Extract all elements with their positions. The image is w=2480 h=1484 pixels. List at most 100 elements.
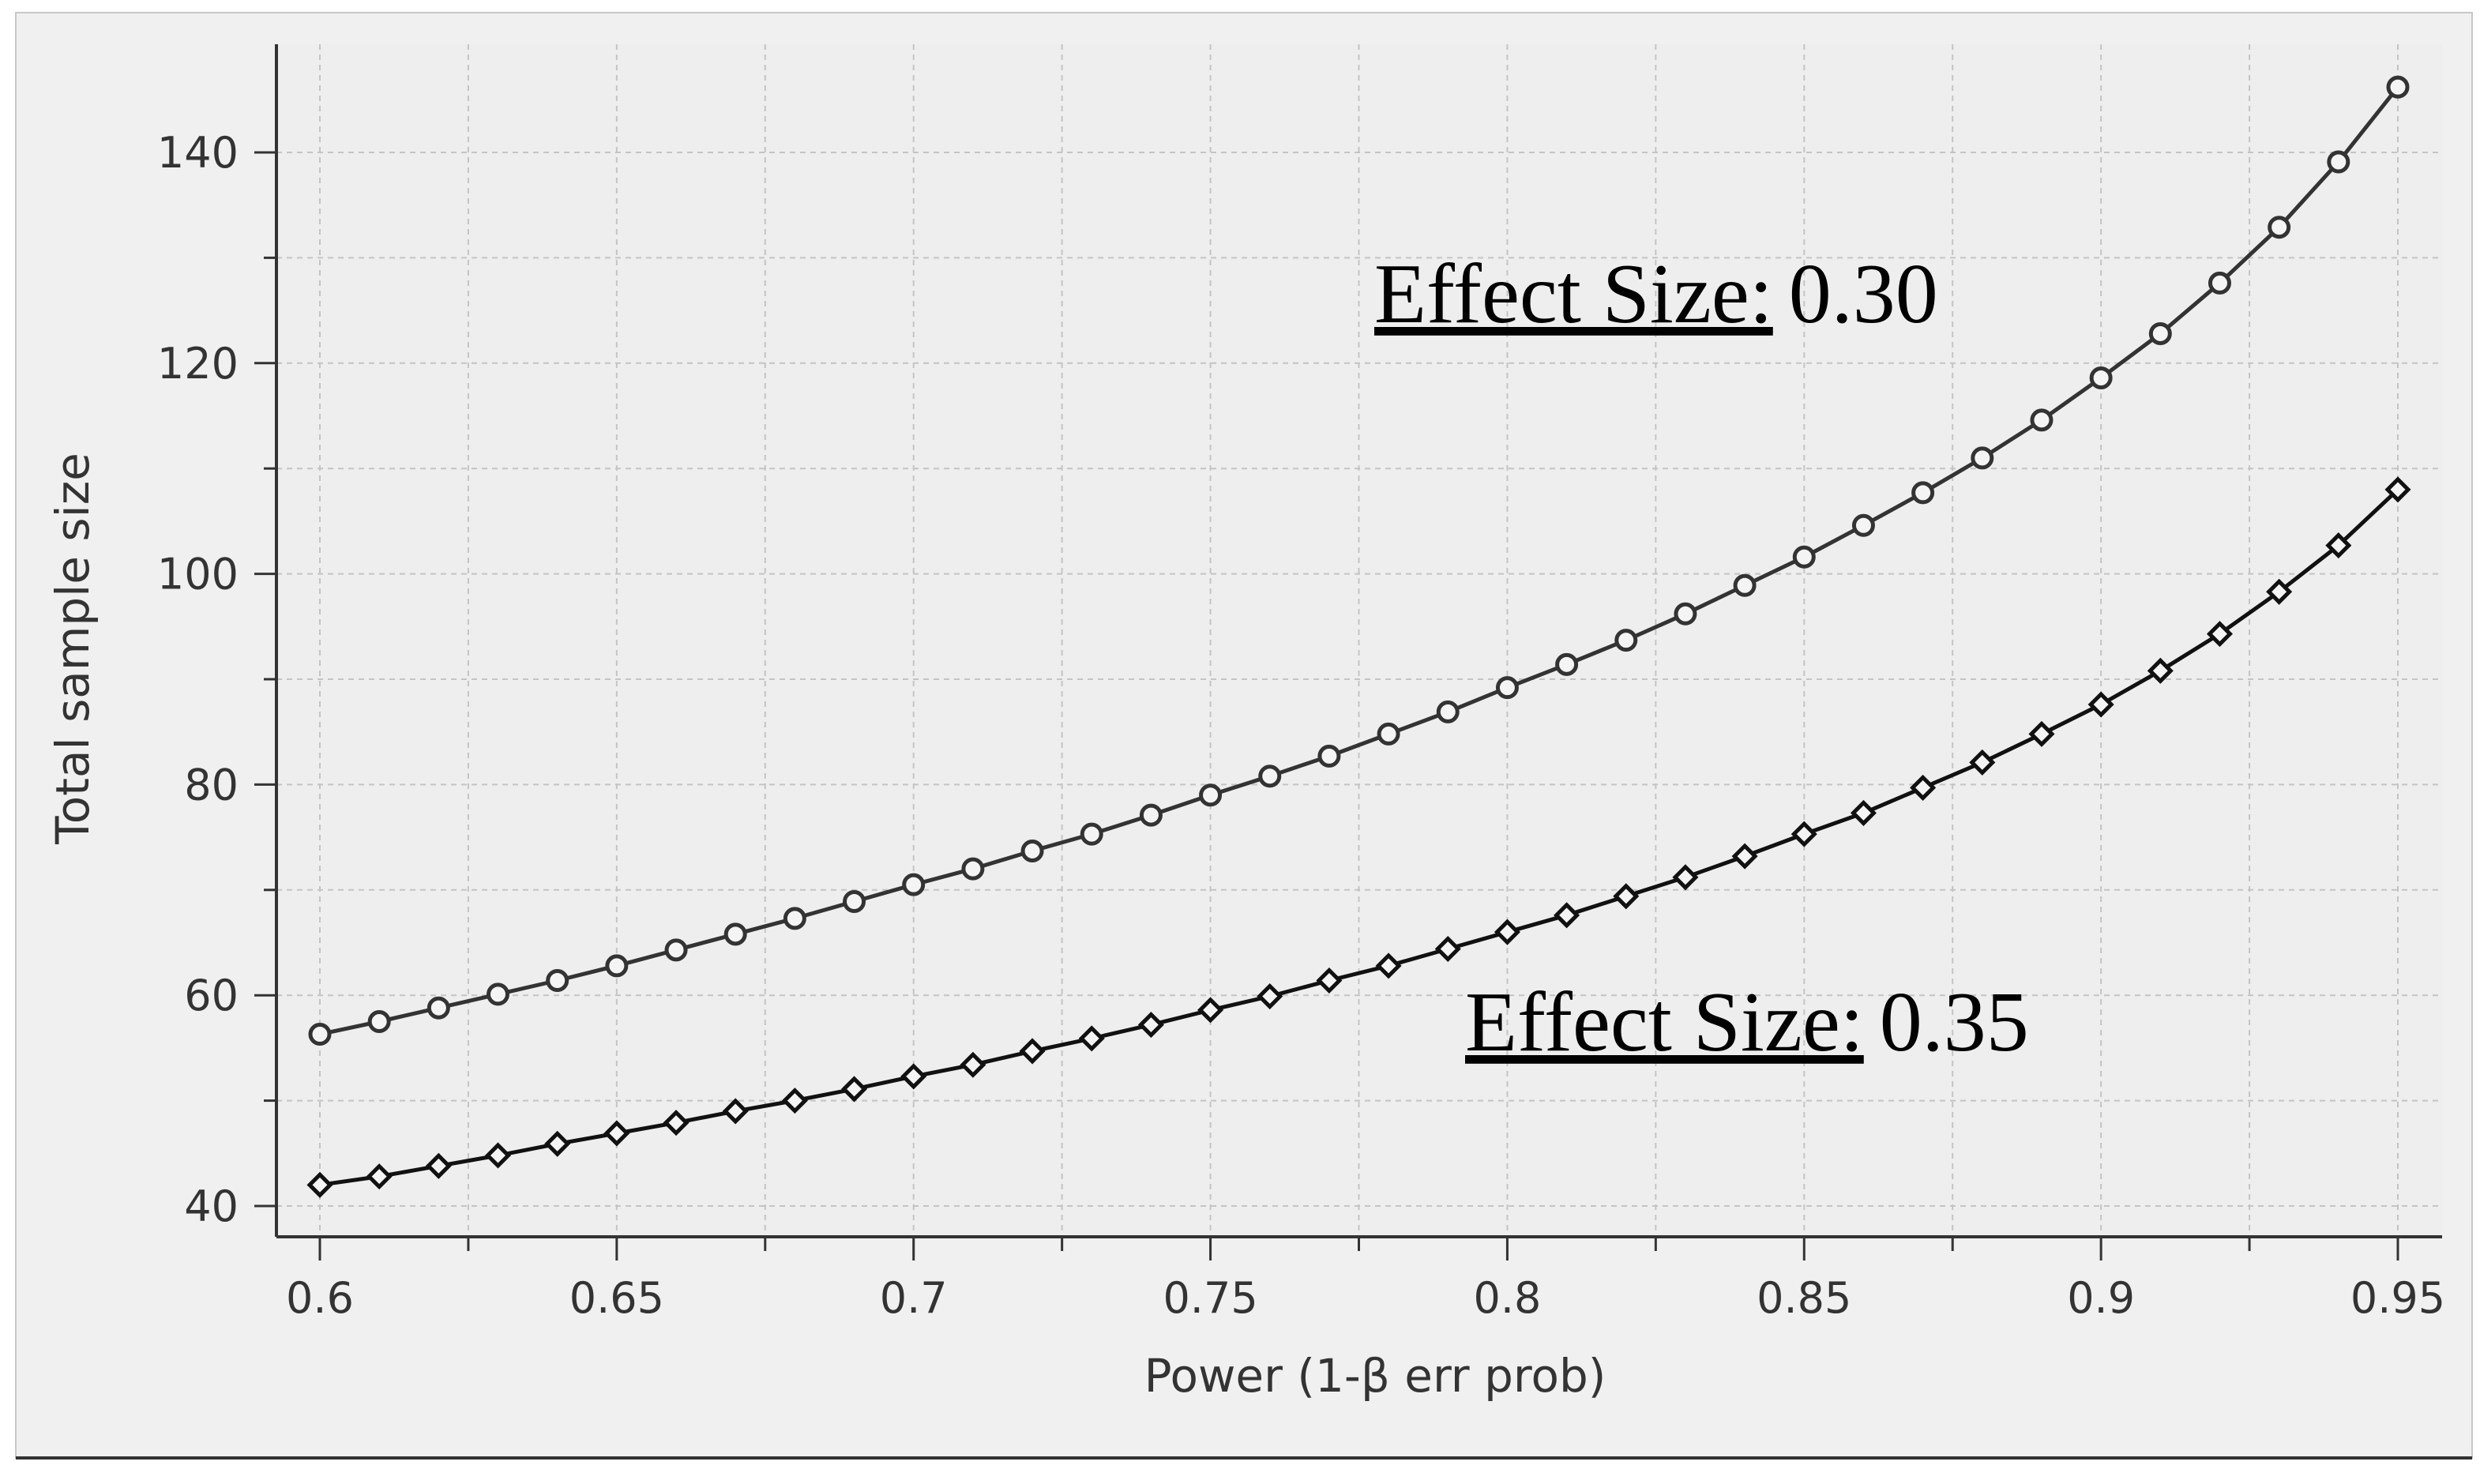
data-point bbox=[2030, 408, 2054, 432]
data-point bbox=[2268, 216, 2291, 239]
x-axis-label: Power (1-β err prob) bbox=[1144, 1349, 1606, 1403]
data-point bbox=[1019, 1038, 1046, 1065]
data-point bbox=[1434, 935, 1461, 963]
annotation-value: 0.35 bbox=[1880, 975, 2029, 1069]
data-point bbox=[2384, 476, 2411, 503]
x-tick-label: 0.85 bbox=[1757, 1273, 1851, 1323]
data-point bbox=[484, 1142, 512, 1169]
data-point bbox=[1971, 446, 1994, 470]
data-point bbox=[961, 857, 985, 881]
data-point bbox=[1436, 700, 1460, 723]
data-point bbox=[2148, 321, 2172, 345]
y-tick-label: 140 bbox=[157, 128, 239, 178]
data-point bbox=[1851, 513, 1875, 537]
annotation-effect-size-030: Effect Size: 0.30 bbox=[1374, 247, 1938, 341]
data-point bbox=[1078, 1025, 1105, 1052]
data-point bbox=[783, 907, 806, 930]
data-point bbox=[1257, 982, 1283, 1010]
series-layer bbox=[306, 75, 2411, 1198]
data-point bbox=[841, 1076, 868, 1103]
x-tick-label: 0.7 bbox=[880, 1273, 948, 1323]
data-point bbox=[723, 922, 747, 946]
data-point bbox=[722, 1098, 749, 1125]
data-point bbox=[425, 1152, 452, 1179]
data-point bbox=[308, 1023, 332, 1046]
data-point bbox=[664, 938, 688, 962]
data-point bbox=[663, 1110, 690, 1136]
series-2 bbox=[306, 476, 2411, 1198]
data-point bbox=[1080, 822, 1103, 846]
y-tick-label: 60 bbox=[184, 971, 239, 1020]
data-point bbox=[2386, 75, 2410, 99]
x-tick-label: 0.9 bbox=[2067, 1273, 2135, 1323]
data-point bbox=[2266, 578, 2293, 605]
series-1 bbox=[308, 75, 2410, 1046]
data-point bbox=[2089, 366, 2113, 389]
data-point bbox=[2325, 532, 2352, 559]
data-point bbox=[1494, 919, 1520, 945]
y-tick-label: 40 bbox=[184, 1182, 239, 1231]
axes: 0.6 0.65 0.7 0.75 0.8 0.85 0.9 0.95 40 60 80 100 120… bbox=[157, 44, 2445, 1323]
annotation-effect-size-035: Effect Size: 0.35 bbox=[1465, 975, 2029, 1069]
grid-lines bbox=[276, 44, 2442, 1237]
data-point bbox=[1672, 864, 1699, 891]
data-point bbox=[1317, 744, 1341, 768]
data-point bbox=[546, 969, 569, 993]
data-point bbox=[367, 1010, 391, 1034]
data-point bbox=[1316, 967, 1343, 994]
data-point bbox=[1792, 545, 1816, 569]
annotation-label: Effect Size: bbox=[1374, 247, 1773, 341]
data-point bbox=[1910, 774, 1937, 801]
data-point bbox=[2147, 657, 2174, 684]
y-axis-label: Total sample size bbox=[46, 453, 100, 845]
x-tick-label: 0.65 bbox=[569, 1273, 664, 1323]
data-point bbox=[1674, 602, 1697, 626]
data-point bbox=[1554, 902, 1580, 929]
data-point bbox=[1197, 997, 1224, 1024]
data-point bbox=[1258, 765, 1282, 788]
data-point bbox=[1495, 676, 1519, 700]
annotation-label: Effect Size: bbox=[1465, 975, 1864, 1069]
data-point bbox=[1614, 629, 1638, 652]
data-point bbox=[902, 873, 926, 896]
data-point bbox=[544, 1130, 571, 1157]
y-tick-label: 120 bbox=[157, 339, 239, 389]
data-point bbox=[843, 889, 866, 913]
data-point bbox=[2206, 621, 2234, 648]
data-point bbox=[306, 1171, 333, 1198]
y-tick-label: 100 bbox=[157, 550, 239, 599]
data-point bbox=[2327, 150, 2350, 174]
x-tick-label: 0.8 bbox=[1473, 1273, 1541, 1323]
data-point bbox=[2208, 271, 2231, 295]
x-tick-label: 0.6 bbox=[286, 1273, 354, 1323]
data-point bbox=[1555, 652, 1579, 676]
annotation-value: 0.30 bbox=[1789, 247, 1938, 341]
data-point bbox=[1137, 1012, 1164, 1039]
data-point bbox=[1969, 749, 1996, 776]
data-point bbox=[1199, 783, 1223, 807]
data-point bbox=[2087, 691, 2114, 718]
y-tick-label: 80 bbox=[184, 760, 239, 810]
data-point bbox=[1020, 839, 1044, 862]
data-point bbox=[1733, 573, 1757, 597]
data-point bbox=[1613, 883, 1640, 910]
data-point bbox=[605, 954, 629, 978]
x-tick-label: 0.95 bbox=[2350, 1273, 2445, 1323]
data-point bbox=[1375, 952, 1402, 979]
data-point bbox=[1850, 799, 1877, 826]
data-point bbox=[1911, 481, 1935, 505]
x-tick-label: 0.75 bbox=[1163, 1273, 1257, 1323]
data-point bbox=[2028, 720, 2055, 747]
data-point bbox=[1377, 722, 1400, 746]
data-point bbox=[1790, 821, 1817, 847]
data-point bbox=[603, 1120, 630, 1147]
data-point bbox=[960, 1051, 986, 1078]
data-point bbox=[781, 1088, 808, 1114]
data-point bbox=[487, 982, 510, 1006]
data-point bbox=[900, 1063, 927, 1090]
data-point bbox=[366, 1163, 393, 1190]
data-point bbox=[1139, 803, 1163, 827]
data-point bbox=[1731, 843, 1758, 870]
